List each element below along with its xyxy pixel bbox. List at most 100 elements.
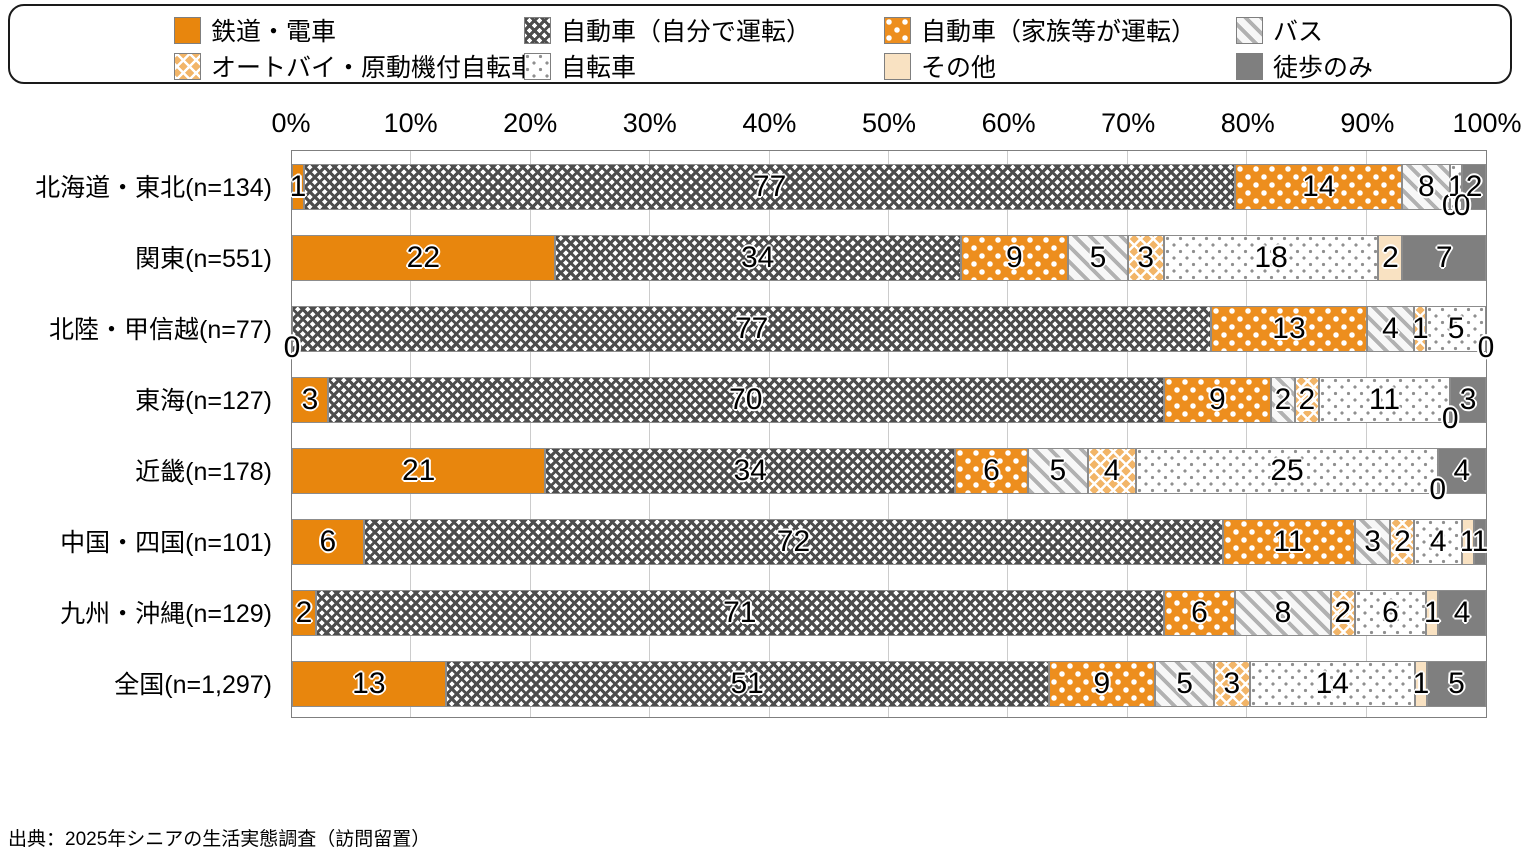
bar-segment-bicycle [1163, 235, 1379, 281]
value-label: 7 [1435, 241, 1453, 274]
bar-segment-walk [1438, 590, 1486, 636]
bar-segment-walk [1462, 164, 1486, 210]
legend-item-other: その他 [884, 48, 1236, 84]
value-label: 0 [1441, 402, 1459, 435]
value-label: 0 [1429, 473, 1447, 506]
bar-segment-moto [1330, 590, 1355, 636]
gridline [768, 151, 770, 717]
legend-swatch-bus [1236, 16, 1263, 44]
category-label: 近畿(n=178) [135, 457, 272, 486]
legend-label: 鉄道・電車 [211, 18, 337, 46]
value-label: 1 [1412, 667, 1430, 700]
bar-segment-rail [292, 448, 546, 494]
legend-label: その他 [921, 54, 997, 82]
value-label: 11 [1273, 525, 1305, 558]
bar-segment-bus [1235, 590, 1331, 636]
value-label: 34 [733, 454, 767, 487]
bar-segment-rail [292, 590, 316, 636]
bar-row: 21 34 6 5 4 25 0 4 [292, 435, 1486, 506]
bar-segment-walk [1474, 519, 1486, 565]
value-label: 6 [1382, 596, 1399, 629]
value-label: 6 [1191, 596, 1208, 629]
bar-row: 2 71 6 8 2 6 1 4 [292, 577, 1486, 648]
bar-row: 13 51 9 5 3 14 1 5 [292, 648, 1486, 719]
legend-swatch-walk [1236, 52, 1263, 80]
stacked-bar [292, 519, 1486, 565]
legend-item-moto: オートバイ・原動機付自転車 [174, 48, 536, 84]
gridline [529, 151, 531, 717]
bar-segment-other [1426, 590, 1439, 636]
value-label: 1 [1471, 525, 1489, 558]
value-label: 4 [1103, 454, 1121, 487]
value-label: 0 [1477, 331, 1495, 364]
legend-swatch-car-family [884, 16, 911, 44]
value-label: 2 [295, 596, 313, 629]
value-label: 25 [1270, 454, 1304, 487]
value-label: 70 [729, 383, 763, 416]
value-label: 1 [1411, 312, 1429, 345]
value-label: 4 [1453, 454, 1471, 487]
x-tick-label: 0% [271, 108, 311, 138]
value-label: 9 [1006, 241, 1023, 274]
value-label: 8 [1417, 170, 1435, 203]
bar-segment-bus [1402, 164, 1451, 210]
bar-segment-car-self [303, 164, 1236, 210]
bar-segment-rail [292, 377, 328, 423]
value-label: 4 [1429, 525, 1447, 558]
category-label: 北海道・東北(n=134) [35, 173, 272, 202]
bar-segment-car-family [1211, 306, 1367, 352]
legend-label: 自転車 [561, 54, 637, 82]
value-label: 3 [301, 383, 319, 416]
bar-segment-moto [1214, 661, 1250, 707]
category-label: 九州・沖縄(n=129) [60, 599, 272, 628]
bar-segment-walk [1437, 448, 1486, 494]
value-label: 0 [1477, 331, 1495, 364]
value-label: 5 [1089, 241, 1107, 274]
legend-swatch-other [884, 52, 911, 80]
stacked-bar [292, 590, 1486, 636]
value-label: 77 [735, 312, 769, 345]
bar-segment-rail [292, 661, 446, 707]
x-tick-label: 80% [1220, 108, 1275, 138]
value-label: 22 [406, 241, 441, 274]
source-note: 出典：2025年シニアの生活実態調査（訪問留置） [8, 829, 431, 850]
bar-row: 3 70 9 2 2 11 0 3 [292, 364, 1486, 435]
bar-segment-walk [1450, 377, 1486, 423]
legend-swatch-car-self [524, 16, 551, 44]
value-label: 5 [1447, 312, 1465, 345]
x-tick-label: 90% [1340, 108, 1395, 138]
bar-segment-rail [292, 235, 555, 281]
stacked-bar [292, 448, 1486, 494]
bar-segment-bicycle [1136, 448, 1438, 494]
stacked-bar [292, 235, 1486, 281]
bar-segment-other [1415, 661, 1427, 707]
legend-item-walk: 徒歩のみ [1236, 48, 1500, 84]
value-label: 71 [723, 596, 757, 629]
value-label: 1 [1447, 170, 1465, 203]
bar-segment-car-self [545, 448, 956, 494]
bar-segment-walk [1402, 235, 1486, 281]
value-label: 0 [283, 331, 301, 364]
bar-segment-moto [1294, 377, 1319, 423]
value-label: 9 [1209, 383, 1226, 416]
value-label: 4 [1453, 596, 1471, 629]
chart-legend: 鉄道・電車 自動車（自分で運転） 自動車（家族等が運転） バス オートバイ・原動機付自転… [8, 4, 1512, 84]
x-tick-label: 40% [742, 108, 797, 138]
stacked-bar [292, 164, 1486, 210]
bar-segment-bus [1271, 377, 1295, 423]
gridline [1007, 151, 1009, 717]
value-label: 5 [1176, 667, 1193, 700]
legend-item-bicycle: 自転車 [524, 48, 884, 84]
bar-segment-car-family [1163, 377, 1272, 423]
value-label: 2 [1334, 596, 1352, 629]
legend-swatch-rail [174, 16, 201, 44]
bar-segment-bicycle [1426, 306, 1486, 352]
value-label: 8 [1274, 596, 1292, 629]
x-tick-label: 60% [981, 108, 1036, 138]
value-label: 18 [1254, 241, 1288, 274]
bar-segment-car-family [1223, 519, 1355, 565]
bar-segment-bus [1366, 306, 1415, 352]
x-axis-ticks: 0% 10% 20% 30% 40% 50% 60% 70% 80% 90% 100% [271, 108, 1521, 144]
bar-segment-car-self [554, 235, 961, 281]
x-tick-label: 10% [383, 108, 438, 138]
